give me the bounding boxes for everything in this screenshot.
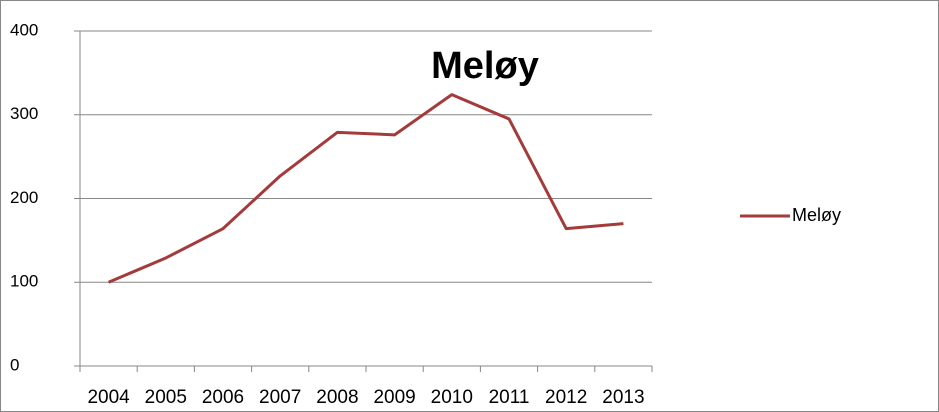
x-tick-label: 2013 [602,387,644,408]
x-tick-label: 2004 [87,387,130,408]
y-tick-label: 0 [10,355,19,374]
x-tick-label: 2005 [145,387,187,408]
x-tick-label: 2011 [489,387,530,408]
x-tick-label: 2007 [259,387,301,408]
y-tick-label: 300 [10,104,38,123]
x-tick-label: 2009 [373,387,415,408]
y-tick-label: 400 [10,20,38,39]
y-tick-label: 200 [10,188,38,207]
chart-title: Meløy [431,45,539,87]
legend-label: Meløy [792,205,841,225]
x-tick-label: 2006 [202,387,244,408]
x-tick-label: 2012 [545,387,587,408]
x-tick-label: 2010 [431,387,473,408]
line-series [108,93,624,284]
y-tick-label: 100 [10,272,38,291]
x-tick-label: 2008 [316,387,358,408]
